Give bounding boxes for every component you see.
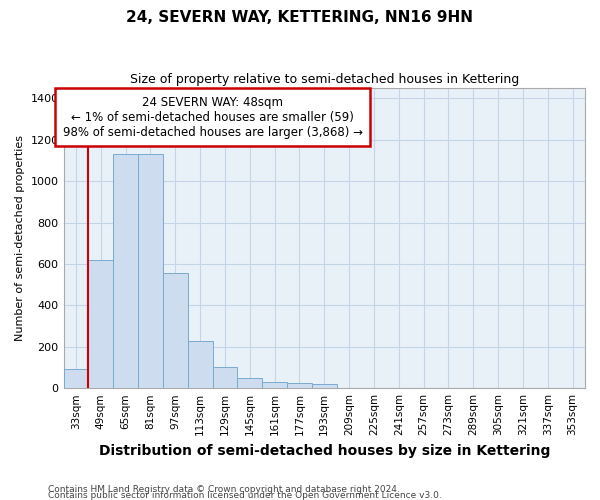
Bar bbox=[287, 383, 312, 388]
Bar bbox=[88, 260, 113, 388]
Bar bbox=[188, 340, 212, 388]
Bar bbox=[64, 368, 88, 388]
Bar bbox=[262, 382, 287, 388]
Text: 24, SEVERN WAY, KETTERING, NN16 9HN: 24, SEVERN WAY, KETTERING, NN16 9HN bbox=[127, 10, 473, 25]
Bar bbox=[238, 378, 262, 388]
Text: 24 SEVERN WAY: 48sqm
← 1% of semi-detached houses are smaller (59)
98% of semi-d: 24 SEVERN WAY: 48sqm ← 1% of semi-detach… bbox=[62, 96, 362, 138]
Bar bbox=[212, 368, 238, 388]
Bar bbox=[138, 154, 163, 388]
Y-axis label: Number of semi-detached properties: Number of semi-detached properties bbox=[15, 135, 25, 341]
Title: Size of property relative to semi-detached houses in Kettering: Size of property relative to semi-detach… bbox=[130, 72, 519, 86]
Bar bbox=[163, 274, 188, 388]
Text: Contains public sector information licensed under the Open Government Licence v3: Contains public sector information licen… bbox=[48, 490, 442, 500]
Text: Contains HM Land Registry data © Crown copyright and database right 2024.: Contains HM Land Registry data © Crown c… bbox=[48, 484, 400, 494]
Bar bbox=[113, 154, 138, 388]
Bar bbox=[312, 384, 337, 388]
X-axis label: Distribution of semi-detached houses by size in Kettering: Distribution of semi-detached houses by … bbox=[98, 444, 550, 458]
